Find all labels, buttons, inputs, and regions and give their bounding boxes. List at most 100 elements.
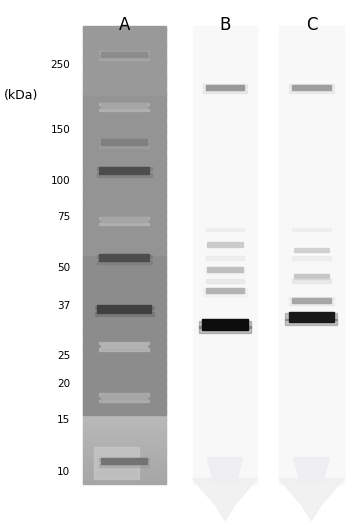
Bar	[83, 449, 166, 452]
Bar	[99, 348, 149, 351]
Bar	[99, 217, 149, 219]
Bar	[204, 272, 246, 275]
Bar	[83, 87, 166, 90]
Bar	[83, 280, 166, 282]
Bar	[83, 151, 166, 155]
Bar	[285, 313, 337, 320]
Bar	[83, 355, 166, 358]
Bar	[83, 447, 166, 450]
Bar	[83, 383, 166, 386]
Bar	[83, 168, 166, 170]
Bar	[83, 431, 166, 433]
Bar	[83, 241, 166, 244]
Bar	[83, 234, 166, 237]
Bar	[83, 348, 166, 351]
Bar	[83, 479, 166, 482]
Bar	[204, 247, 246, 249]
Bar	[83, 78, 166, 81]
Bar	[193, 26, 257, 484]
Bar	[83, 67, 166, 70]
Bar	[83, 401, 166, 404]
Bar	[83, 319, 166, 321]
Bar	[83, 316, 166, 319]
Bar	[83, 202, 166, 205]
Bar	[206, 228, 244, 231]
Bar	[83, 468, 166, 470]
Bar	[83, 236, 166, 239]
Bar	[83, 133, 166, 136]
Bar	[83, 163, 166, 166]
Bar	[83, 72, 166, 74]
Bar	[83, 117, 166, 120]
Bar	[83, 158, 166, 161]
Bar	[83, 362, 166, 365]
Bar	[99, 464, 149, 467]
Bar	[83, 406, 166, 408]
Bar	[83, 474, 166, 477]
Bar	[83, 85, 166, 88]
Bar	[83, 470, 166, 472]
Bar	[102, 103, 147, 108]
Bar	[83, 170, 166, 173]
Bar	[83, 332, 166, 335]
Bar	[83, 97, 166, 99]
Bar	[83, 186, 166, 189]
Bar	[294, 274, 329, 279]
Bar	[83, 129, 166, 132]
Bar	[95, 306, 154, 309]
Bar	[83, 461, 166, 463]
Bar	[83, 28, 166, 31]
Bar	[83, 145, 166, 148]
Bar	[83, 444, 166, 447]
Bar	[83, 422, 166, 424]
Bar	[83, 63, 166, 65]
Bar	[83, 385, 166, 388]
Bar	[83, 417, 166, 420]
Bar	[99, 167, 149, 174]
Bar	[83, 126, 166, 129]
Bar	[97, 174, 152, 177]
Text: 10: 10	[57, 467, 70, 477]
Bar	[83, 193, 166, 196]
Text: C: C	[306, 16, 317, 34]
Bar	[289, 85, 334, 88]
Bar	[83, 365, 166, 367]
Bar	[83, 442, 166, 445]
Bar	[83, 188, 166, 191]
Bar	[83, 26, 166, 28]
Bar	[203, 90, 247, 93]
Bar	[83, 291, 166, 294]
Bar	[83, 49, 166, 52]
Bar	[206, 288, 244, 294]
Bar	[83, 56, 166, 58]
Bar	[99, 342, 149, 345]
Bar	[102, 217, 147, 222]
Bar	[83, 140, 166, 143]
Bar	[83, 472, 166, 475]
Bar	[83, 323, 166, 326]
Polygon shape	[207, 458, 243, 484]
Bar	[289, 90, 334, 93]
Bar	[83, 360, 166, 362]
Bar	[83, 58, 166, 60]
Bar	[83, 99, 166, 102]
Polygon shape	[193, 479, 257, 521]
Bar	[291, 279, 332, 281]
Bar	[83, 257, 166, 260]
Bar	[83, 131, 166, 134]
Bar	[83, 298, 166, 301]
Bar	[83, 465, 166, 468]
Bar	[83, 195, 166, 198]
Polygon shape	[294, 458, 329, 484]
Bar	[83, 225, 166, 228]
Bar	[83, 403, 166, 406]
Bar	[83, 74, 166, 77]
Text: (kDa): (kDa)	[4, 89, 38, 102]
Bar	[291, 274, 332, 276]
Bar	[83, 35, 166, 38]
Bar	[83, 243, 166, 246]
Bar	[99, 109, 149, 111]
Bar	[83, 371, 166, 374]
Bar	[207, 242, 243, 247]
Bar	[97, 167, 152, 170]
